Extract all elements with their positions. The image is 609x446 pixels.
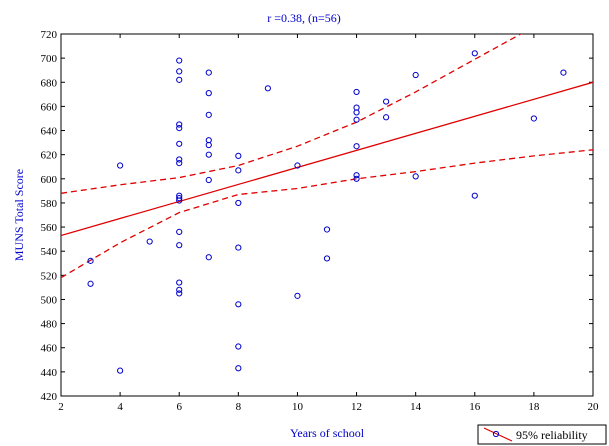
legend: 95% reliability xyxy=(477,424,607,445)
legend-box xyxy=(477,424,607,445)
x-tick-label: 6 xyxy=(176,401,182,413)
y-tick-label: 440 xyxy=(41,367,58,379)
x-tick-label: 16 xyxy=(469,401,481,413)
ci-lower-curve xyxy=(61,149,593,279)
scatter-point xyxy=(176,121,183,128)
scatter-point xyxy=(176,160,183,167)
x-tick-label: 4 xyxy=(117,401,123,413)
scatter-point xyxy=(235,301,242,308)
scatter-point xyxy=(176,140,183,147)
scatter-point xyxy=(176,125,183,132)
scatter-point xyxy=(176,57,183,64)
chart-title: r =0.38, (n=56) xyxy=(267,11,341,25)
y-tick-label: 480 xyxy=(41,319,58,331)
y-tick-label: 420 xyxy=(41,391,58,403)
y-tick-label: 560 xyxy=(41,222,58,234)
y-tick-label: 680 xyxy=(41,77,58,89)
x-tick-label: 14 xyxy=(410,401,422,413)
scatter-point xyxy=(146,238,153,245)
scatter-point xyxy=(383,114,390,121)
scatter-point xyxy=(176,279,183,286)
scatter-point xyxy=(353,175,360,182)
scatter-point xyxy=(87,257,94,264)
scatter-point xyxy=(205,254,212,261)
regression-line xyxy=(61,81,593,237)
data-points xyxy=(87,50,567,374)
y-tick-label: 460 xyxy=(41,343,58,355)
scatter-point xyxy=(353,116,360,123)
scatter-point xyxy=(530,115,537,122)
x-tick-label: 2 xyxy=(58,401,64,413)
axis-ticks: 2 4 6 8 10 12 14 16 18 20 420 440 460 480 500 520 540 560… xyxy=(41,29,600,413)
scatter-point xyxy=(205,111,212,118)
scatter-point xyxy=(176,286,183,293)
x-tick-label: 8 xyxy=(236,401,242,413)
y-tick-label: 660 xyxy=(41,101,58,113)
scatter-point xyxy=(353,143,360,150)
scatter-point xyxy=(205,151,212,158)
x-tick-label: 18 xyxy=(528,401,540,413)
scatter-point xyxy=(471,192,478,199)
scatter-point xyxy=(176,228,183,235)
legend-line-swatch xyxy=(483,427,513,442)
y-tick-label: 700 xyxy=(41,53,58,65)
y-tick-label: 500 xyxy=(41,294,58,306)
scatter-point xyxy=(176,197,183,204)
scatter-point xyxy=(235,365,242,372)
plot-area xyxy=(60,33,594,397)
scatter-point xyxy=(323,255,331,262)
scatter-point xyxy=(353,88,360,96)
scatter-point xyxy=(176,76,183,83)
scatter-point xyxy=(323,226,331,233)
x-tick-label: 10 xyxy=(292,401,304,413)
legend-marker-swatch xyxy=(492,430,500,438)
scatter-point xyxy=(235,152,242,159)
x-axis-label: Years of school xyxy=(290,426,365,440)
scatter-point xyxy=(294,292,301,299)
scatter-point xyxy=(412,71,419,79)
scatter-point xyxy=(412,173,419,180)
scatter-point xyxy=(176,156,183,163)
x-tick-label: 12 xyxy=(351,401,362,413)
y-tick-label: 520 xyxy=(41,270,58,282)
scatter-point xyxy=(205,141,212,149)
scatter-point xyxy=(353,109,360,116)
scatter-point xyxy=(383,98,390,105)
scatter-point xyxy=(117,367,124,374)
scatter-point xyxy=(176,290,183,297)
scatter-point xyxy=(294,162,301,169)
scatter-point xyxy=(471,50,478,57)
scatter-point xyxy=(117,162,124,169)
ci-upper-curve xyxy=(61,34,523,194)
y-tick-label: 580 xyxy=(41,198,58,210)
legend-label: 95% reliability xyxy=(516,428,588,442)
scatter-point xyxy=(176,68,183,75)
scatter-point xyxy=(205,176,212,184)
scatter-point xyxy=(176,242,183,249)
y-tick-label: 600 xyxy=(41,174,58,186)
scatter-point xyxy=(235,199,242,207)
scatter-point xyxy=(264,85,271,92)
y-tick-label: 640 xyxy=(41,126,58,138)
y-tick-label: 620 xyxy=(41,150,58,162)
x-tick-label: 20 xyxy=(588,401,600,413)
scatter-point xyxy=(235,244,242,251)
scatter-point xyxy=(560,69,567,76)
scatter-point xyxy=(205,90,212,97)
y-tick-label: 540 xyxy=(41,246,58,258)
y-axis-label: MUNS Total Score xyxy=(12,169,26,261)
scatter-point xyxy=(235,343,242,350)
scatter-point xyxy=(205,69,212,76)
scatter-point xyxy=(176,195,183,202)
scatter-point xyxy=(87,280,94,287)
scatter-point xyxy=(353,172,360,179)
y-tick-label: 720 xyxy=(41,29,58,41)
scatter-point xyxy=(235,167,242,174)
